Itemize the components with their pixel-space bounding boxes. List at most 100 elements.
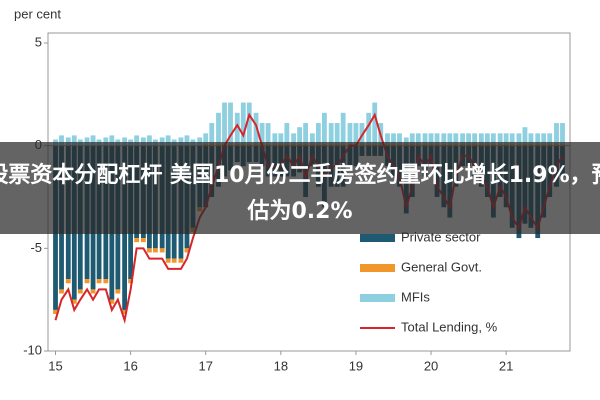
x-tick-label: 21	[499, 358, 513, 373]
bar	[547, 133, 553, 144]
y-tick-label: -10	[23, 342, 42, 357]
bar	[222, 102, 227, 144]
bar	[347, 123, 353, 144]
bar	[184, 135, 190, 146]
bar	[234, 112, 240, 144]
bar	[153, 248, 158, 253]
bar	[115, 289, 121, 294]
bar	[259, 123, 265, 144]
bar	[415, 133, 421, 144]
bar	[265, 123, 271, 144]
bar	[178, 258, 184, 263]
bar	[391, 133, 396, 144]
bar	[321, 112, 327, 144]
bar	[122, 309, 128, 315]
bar	[453, 133, 459, 144]
bar	[184, 248, 190, 253]
bar	[65, 137, 71, 146]
bar	[140, 238, 146, 243]
bar	[84, 137, 90, 146]
x-tick-label: 18	[274, 358, 288, 373]
bar	[109, 135, 115, 146]
bar	[484, 133, 490, 144]
overlay-text: 股票资本分配杠杆 美国10月份二手房签约量环比增长1.9%，预估为0.2%	[0, 163, 600, 224]
bar	[428, 133, 434, 144]
bar	[441, 133, 447, 144]
bar	[77, 289, 83, 294]
bar	[228, 102, 233, 144]
bar	[103, 279, 109, 284]
bar	[103, 137, 109, 146]
bar	[472, 133, 478, 144]
x-tick-label: 17	[198, 358, 212, 373]
bar	[554, 123, 559, 144]
bar	[146, 135, 152, 146]
bar	[478, 133, 484, 144]
bar	[246, 102, 252, 144]
x-tick-label: 16	[123, 358, 137, 373]
x-tick-label: 19	[349, 358, 363, 373]
bar	[90, 135, 96, 146]
bar	[65, 279, 71, 284]
bar	[278, 133, 284, 144]
bar	[84, 279, 90, 284]
bar	[315, 123, 321, 144]
bar	[522, 127, 528, 144]
bar	[209, 123, 215, 144]
bar	[159, 137, 165, 146]
bar	[490, 133, 496, 144]
bar	[216, 112, 221, 144]
y-tick-label: 5	[35, 34, 42, 49]
bar	[434, 133, 440, 144]
bar	[409, 133, 415, 144]
x-tick-label: 20	[424, 358, 438, 373]
bar	[497, 133, 503, 144]
bar	[178, 137, 184, 146]
legend-swatch	[360, 234, 395, 242]
bar	[272, 133, 278, 144]
bar	[447, 133, 453, 144]
bar	[340, 112, 346, 144]
bar	[535, 133, 541, 144]
bar	[328, 123, 334, 144]
y-axis-label: per cent	[14, 6, 61, 21]
bar	[291, 133, 297, 144]
bar	[96, 279, 102, 284]
bar	[397, 133, 402, 144]
bar	[128, 279, 134, 284]
bar	[528, 133, 534, 144]
bar	[146, 248, 152, 253]
bar	[303, 123, 309, 144]
bar	[366, 112, 372, 144]
bar	[109, 299, 115, 304]
y-tick-label: -5	[30, 240, 42, 255]
bar	[90, 289, 96, 294]
overlay-banner: 股票资本分配杠杆 美国10月份二手房签约量环比增长1.9%，预估为0.2%	[0, 142, 600, 234]
bar	[385, 133, 390, 144]
legend-label: General Govt.	[401, 259, 482, 274]
bar	[460, 133, 465, 144]
bar	[59, 135, 64, 146]
bar	[560, 123, 565, 144]
bar	[541, 133, 547, 144]
bar	[359, 123, 365, 144]
bar	[297, 127, 303, 144]
bar	[71, 135, 77, 146]
bar	[284, 123, 290, 144]
bar	[309, 133, 315, 144]
bar	[165, 135, 171, 146]
bar	[134, 135, 140, 146]
legend-swatch	[360, 294, 395, 302]
bar	[203, 133, 209, 144]
legend-swatch	[360, 264, 395, 272]
bar	[466, 133, 472, 144]
bar	[372, 102, 378, 144]
legend-label: Total Lending, %	[401, 319, 498, 334]
bar	[140, 137, 146, 146]
bar	[403, 137, 409, 144]
legend-label: MFIs	[401, 289, 430, 304]
bar	[59, 289, 64, 294]
bar	[503, 133, 509, 144]
bar	[134, 238, 140, 243]
